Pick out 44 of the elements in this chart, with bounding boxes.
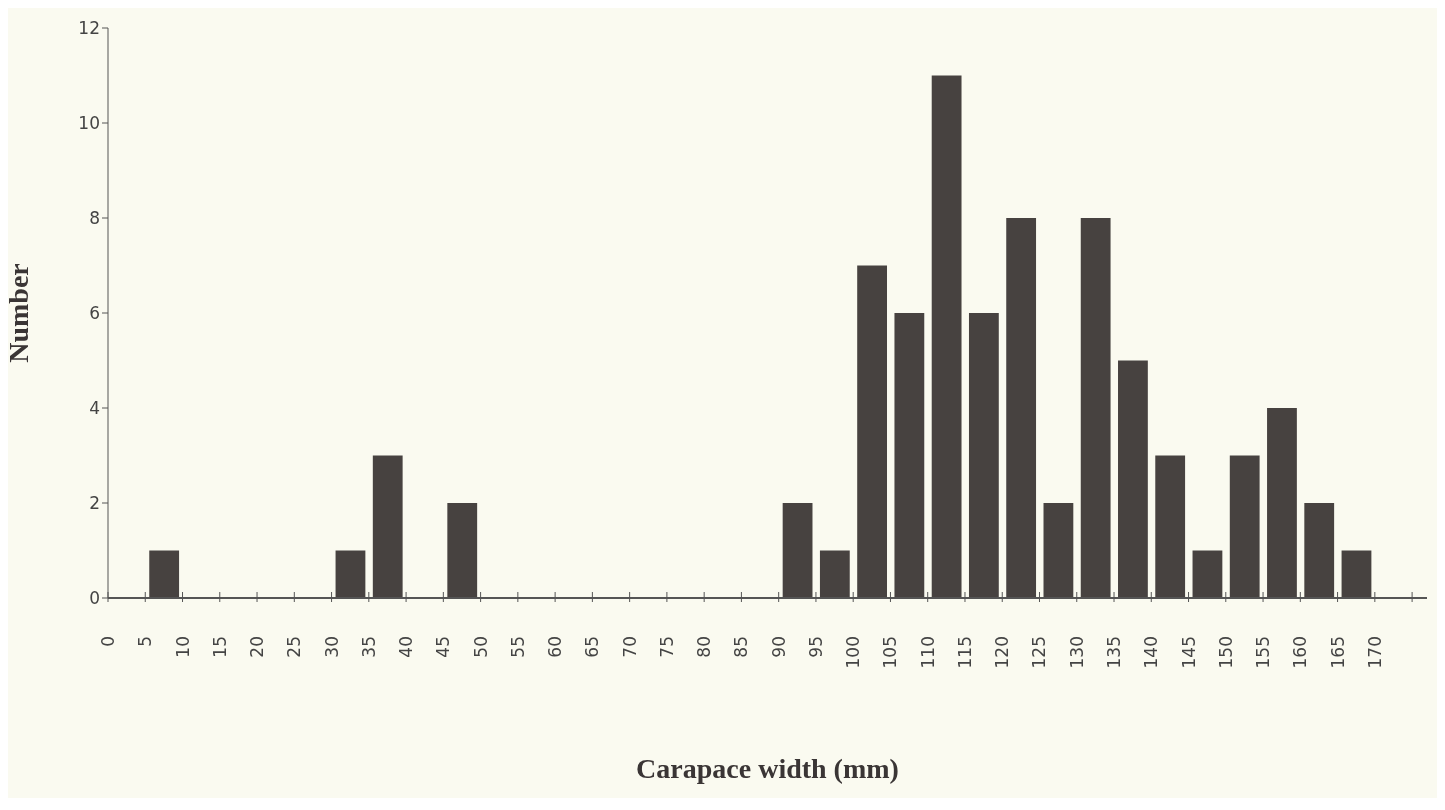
x-tick-label: 40: [396, 636, 417, 658]
x-tick-label: 50: [470, 636, 491, 658]
x-tick-label: 145: [1178, 636, 1199, 669]
y-tick-label: 12: [78, 18, 100, 39]
x-axis-title: Carapace width (mm): [636, 753, 899, 784]
x-tick-label: 140: [1141, 636, 1162, 669]
x-tick-label: 150: [1215, 636, 1236, 669]
x-tick-label: 85: [731, 636, 752, 658]
x-tick-label: 120: [992, 636, 1013, 669]
x-tick-label: 130: [1066, 636, 1087, 669]
x-tick-label: 90: [768, 636, 789, 658]
y-tick-label: 0: [89, 588, 100, 609]
x-tick-label: 70: [619, 636, 640, 658]
x-tick-label: 20: [247, 636, 268, 658]
x-tick-label: 100: [843, 636, 864, 669]
x-tick-label: 75: [656, 636, 677, 658]
x-tick-label: 155: [1253, 636, 1274, 669]
x-tick-label: 0: [98, 636, 118, 647]
x-tick-label: 30: [321, 636, 342, 658]
y-axis-title: Number: [2, 263, 34, 363]
x-tick-label: 105: [880, 636, 901, 669]
x-tick-label: 110: [917, 636, 938, 669]
y-tick-label: 4: [89, 398, 100, 419]
y-tick-label: 10: [78, 113, 100, 134]
x-tick-label: 115: [954, 636, 975, 669]
y-tick-label: 8: [89, 208, 100, 229]
x-tick-label: 55: [507, 636, 528, 658]
x-tick-label: 160: [1290, 636, 1311, 669]
x-tick-label: 65: [582, 636, 603, 658]
x-tick-label: 80: [694, 636, 715, 658]
x-tick-label: 45: [433, 636, 454, 658]
x-tick-label: 60: [545, 636, 566, 658]
x-tick-label: 25: [284, 636, 305, 658]
x-tick-label: 35: [358, 636, 379, 658]
x-tick-label: 15: [209, 636, 230, 658]
x-tick-label: 165: [1327, 636, 1348, 669]
x-tick-label: 125: [1029, 636, 1050, 669]
x-tick-label: 5: [135, 636, 156, 647]
y-tick-label: 6: [89, 303, 100, 324]
x-tick-label: 170: [1364, 636, 1385, 669]
y-tick-label: 2: [89, 493, 100, 514]
x-tick-label: 10: [172, 636, 193, 658]
x-tick-label: 95: [805, 636, 826, 658]
x-tick-label: 135: [1104, 636, 1125, 669]
